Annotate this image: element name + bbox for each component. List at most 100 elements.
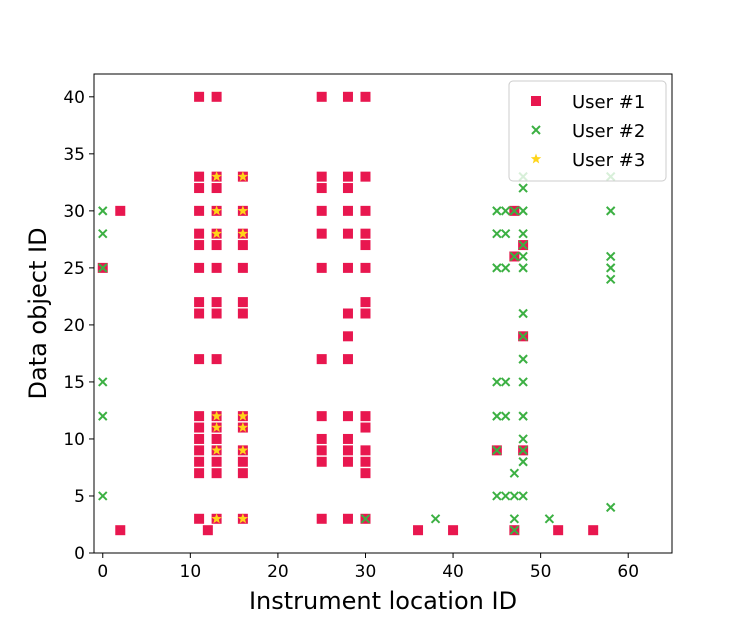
data-point xyxy=(194,433,205,444)
data-point xyxy=(492,263,502,273)
data-point xyxy=(518,308,528,319)
data-point xyxy=(194,297,205,308)
data-point xyxy=(500,206,511,216)
data-point xyxy=(605,251,616,262)
data-point xyxy=(194,171,205,182)
data-point xyxy=(211,297,222,308)
data-point xyxy=(342,445,353,456)
data-point xyxy=(605,274,616,284)
data-point xyxy=(316,513,327,524)
data-point xyxy=(509,206,520,216)
data-point xyxy=(342,331,353,342)
data-point xyxy=(492,445,502,456)
data-point xyxy=(211,171,222,182)
data-point xyxy=(211,228,222,239)
data-point xyxy=(518,183,528,193)
data-point xyxy=(518,411,528,421)
data-point xyxy=(518,354,528,364)
data-point xyxy=(237,422,249,432)
data-point xyxy=(211,262,222,273)
data-point xyxy=(518,228,528,239)
data-point xyxy=(194,183,205,194)
data-point xyxy=(518,206,528,216)
data-point xyxy=(492,411,502,421)
data-point xyxy=(211,354,222,365)
data-point xyxy=(518,263,528,273)
data-point xyxy=(553,525,564,536)
x-tick-label: 40 xyxy=(442,562,464,582)
data-point xyxy=(194,422,205,433)
data-point xyxy=(98,206,108,216)
data-point xyxy=(98,377,108,387)
y-axis-label: Data object ID xyxy=(24,227,52,399)
data-point xyxy=(194,468,205,479)
data-point xyxy=(194,240,205,251)
data-point xyxy=(316,205,327,216)
y-tick-label: 10 xyxy=(63,430,85,450)
data-point xyxy=(237,308,248,319)
data-point xyxy=(413,525,424,536)
y-tick-label: 30 xyxy=(63,202,85,222)
data-point xyxy=(360,240,371,251)
y-tick-label: 35 xyxy=(63,145,85,165)
legend: User #1 User #2 User #3 xyxy=(508,80,667,182)
data-point xyxy=(194,205,205,216)
data-point xyxy=(202,525,213,536)
data-point xyxy=(194,308,205,319)
data-point xyxy=(492,228,502,239)
data-point xyxy=(360,171,371,182)
data-point xyxy=(342,91,353,102)
data-point xyxy=(211,240,222,251)
legend-marker xyxy=(530,153,542,164)
data-point xyxy=(316,262,327,273)
data-point xyxy=(211,422,222,432)
data-point xyxy=(509,525,520,535)
data-point xyxy=(342,456,353,467)
data-point xyxy=(518,251,528,262)
y-axis: 0 5 10 15 20 25 30 35 40 xyxy=(63,88,94,564)
data-point xyxy=(316,411,327,422)
legend-marker xyxy=(531,96,541,106)
data-point xyxy=(605,263,616,273)
data-point xyxy=(500,263,511,273)
series-3 xyxy=(211,171,249,524)
data-point xyxy=(237,456,248,467)
data-point xyxy=(360,228,371,239)
data-point xyxy=(211,308,222,319)
legend-marker xyxy=(531,125,541,135)
data-point xyxy=(237,444,249,455)
data-point xyxy=(316,445,327,456)
data-point xyxy=(98,228,108,239)
data-point xyxy=(492,206,502,216)
x-axis-label: Instrument location ID xyxy=(249,587,517,615)
axes-frame xyxy=(93,73,673,554)
data-point xyxy=(316,183,327,194)
data-point xyxy=(360,262,371,273)
data-point xyxy=(316,433,327,444)
data-point xyxy=(518,331,528,342)
data-point xyxy=(518,491,528,501)
data-point xyxy=(115,205,126,216)
data-point xyxy=(430,514,441,524)
legend-label: User #1 xyxy=(572,92,645,113)
data-point xyxy=(605,502,616,513)
x-tick-label: 50 xyxy=(530,562,552,582)
data-point xyxy=(98,491,108,501)
data-point xyxy=(237,297,248,308)
y-tick-label: 40 xyxy=(63,88,85,108)
data-point xyxy=(194,456,205,467)
data-point xyxy=(509,251,520,262)
data-point xyxy=(360,445,371,456)
data-point xyxy=(342,205,353,216)
legend-box xyxy=(508,80,667,182)
y-tick-label: 25 xyxy=(63,259,85,279)
data-point xyxy=(342,171,353,182)
data-point xyxy=(194,513,205,524)
data-point xyxy=(448,525,459,536)
data-point xyxy=(518,445,528,456)
data-point xyxy=(518,457,528,467)
data-point xyxy=(360,205,371,216)
data-point xyxy=(194,262,205,273)
data-point xyxy=(98,411,108,421)
